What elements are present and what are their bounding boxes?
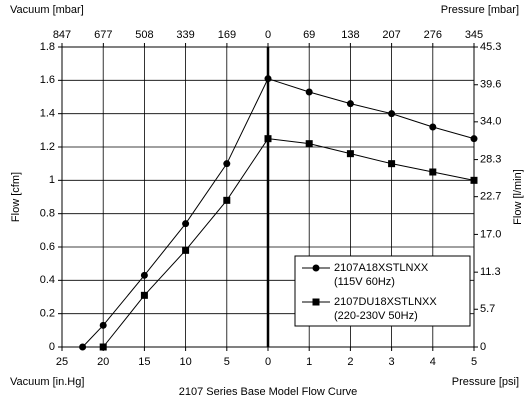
x-tick-label: 1 — [306, 356, 312, 368]
top-tick-label: 339 — [176, 29, 194, 41]
y-tick-label: 1.8 — [40, 41, 55, 53]
legend-sublabel: (115V 60Hz) — [334, 276, 395, 288]
legend-label: 2107A18XSTLNXX — [334, 262, 429, 274]
x-tick-label: 5 — [471, 356, 477, 368]
top-tick-label: 138 — [341, 29, 359, 41]
top-tick-label: 169 — [218, 29, 236, 41]
data-point — [140, 291, 148, 299]
x-tick-label: 5 — [224, 356, 230, 368]
data-point — [429, 168, 437, 176]
y-tick-label: 0.6 — [40, 241, 55, 253]
series-line — [267, 138, 310, 145]
x-tick-label: 2 — [347, 356, 353, 368]
y2-tick-label: 17.0 — [480, 228, 501, 240]
y-tick-label: 1.4 — [40, 108, 55, 120]
y2-tick-label: 28.3 — [480, 153, 501, 165]
chart-title: 2107 Series Base Model Flow Curve — [179, 386, 358, 398]
x-pressure-label: Pressure [psi] — [452, 376, 519, 388]
y2-tick-label: 39.6 — [480, 79, 501, 91]
data-point — [346, 100, 354, 108]
top-tick-label: 0 — [265, 29, 271, 41]
data-point — [79, 343, 87, 351]
y2-tick-label: 5.7 — [480, 303, 495, 315]
y-axis-label: Flow [cfm] — [10, 172, 22, 222]
top-tick-label: 276 — [424, 29, 442, 41]
series-line — [82, 78, 269, 348]
y2-tick-label: 34.0 — [480, 116, 501, 128]
data-point — [429, 123, 437, 131]
y2-tick-label: 22.7 — [480, 191, 501, 203]
y-tick-label: 1.6 — [40, 74, 55, 86]
data-point — [470, 176, 478, 184]
x-tick-label: 3 — [389, 356, 395, 368]
data-point — [388, 110, 396, 118]
x-tick-label: 15 — [138, 356, 150, 368]
data-point — [223, 196, 231, 204]
data-point — [264, 75, 272, 83]
x-vacuum-label: Vacuum [in.Hg] — [10, 376, 84, 388]
data-point — [346, 150, 354, 158]
data-point — [305, 140, 313, 148]
data-point — [182, 246, 190, 254]
y2-axis-label: Flow [l/min] — [512, 169, 524, 225]
top-tick-label: 345 — [465, 29, 483, 41]
y-tick-label: 0 — [49, 341, 55, 353]
y2-tick-label: 0 — [480, 341, 486, 353]
data-point — [99, 343, 107, 351]
y-tick-label: 0.2 — [40, 308, 55, 320]
y2-tick-label: 45.3 — [480, 41, 501, 53]
y-tick-label: 1.2 — [40, 141, 55, 153]
y-tick-label: 0.8 — [40, 208, 55, 220]
x-tick-label: 0 — [265, 356, 271, 368]
data-point — [99, 321, 107, 329]
top-tick-label: 69 — [303, 29, 315, 41]
y-tick-label: 0.4 — [40, 274, 55, 286]
top-tick-label: 508 — [135, 29, 153, 41]
data-point — [223, 160, 231, 168]
data-point — [388, 160, 396, 168]
data-point — [264, 135, 272, 143]
legend-marker — [312, 264, 320, 272]
legend-label: 2107DU18XSTLNXX — [334, 296, 437, 308]
legend-marker — [312, 298, 320, 306]
top-pressure-label: Pressure [mbar] — [441, 4, 519, 16]
data-point — [305, 88, 313, 96]
x-tick-label: 20 — [97, 356, 109, 368]
y-tick-label: 1 — [49, 174, 55, 186]
top-vacuum-label: Vacuum [mbar] — [10, 4, 84, 16]
top-tick-label: 677 — [94, 29, 112, 41]
x-tick-label: 25 — [56, 356, 68, 368]
x-tick-label: 4 — [430, 356, 436, 368]
legend-sublabel: (220-230V 50Hz) — [334, 310, 418, 322]
top-tick-label: 847 — [53, 29, 71, 41]
data-point — [140, 271, 148, 279]
top-tick-label: 207 — [382, 29, 400, 41]
data-point — [470, 135, 478, 143]
data-point — [182, 220, 190, 228]
x-tick-label: 10 — [179, 356, 191, 368]
y2-tick-label: 11.3 — [480, 266, 501, 278]
series-line — [267, 78, 310, 93]
